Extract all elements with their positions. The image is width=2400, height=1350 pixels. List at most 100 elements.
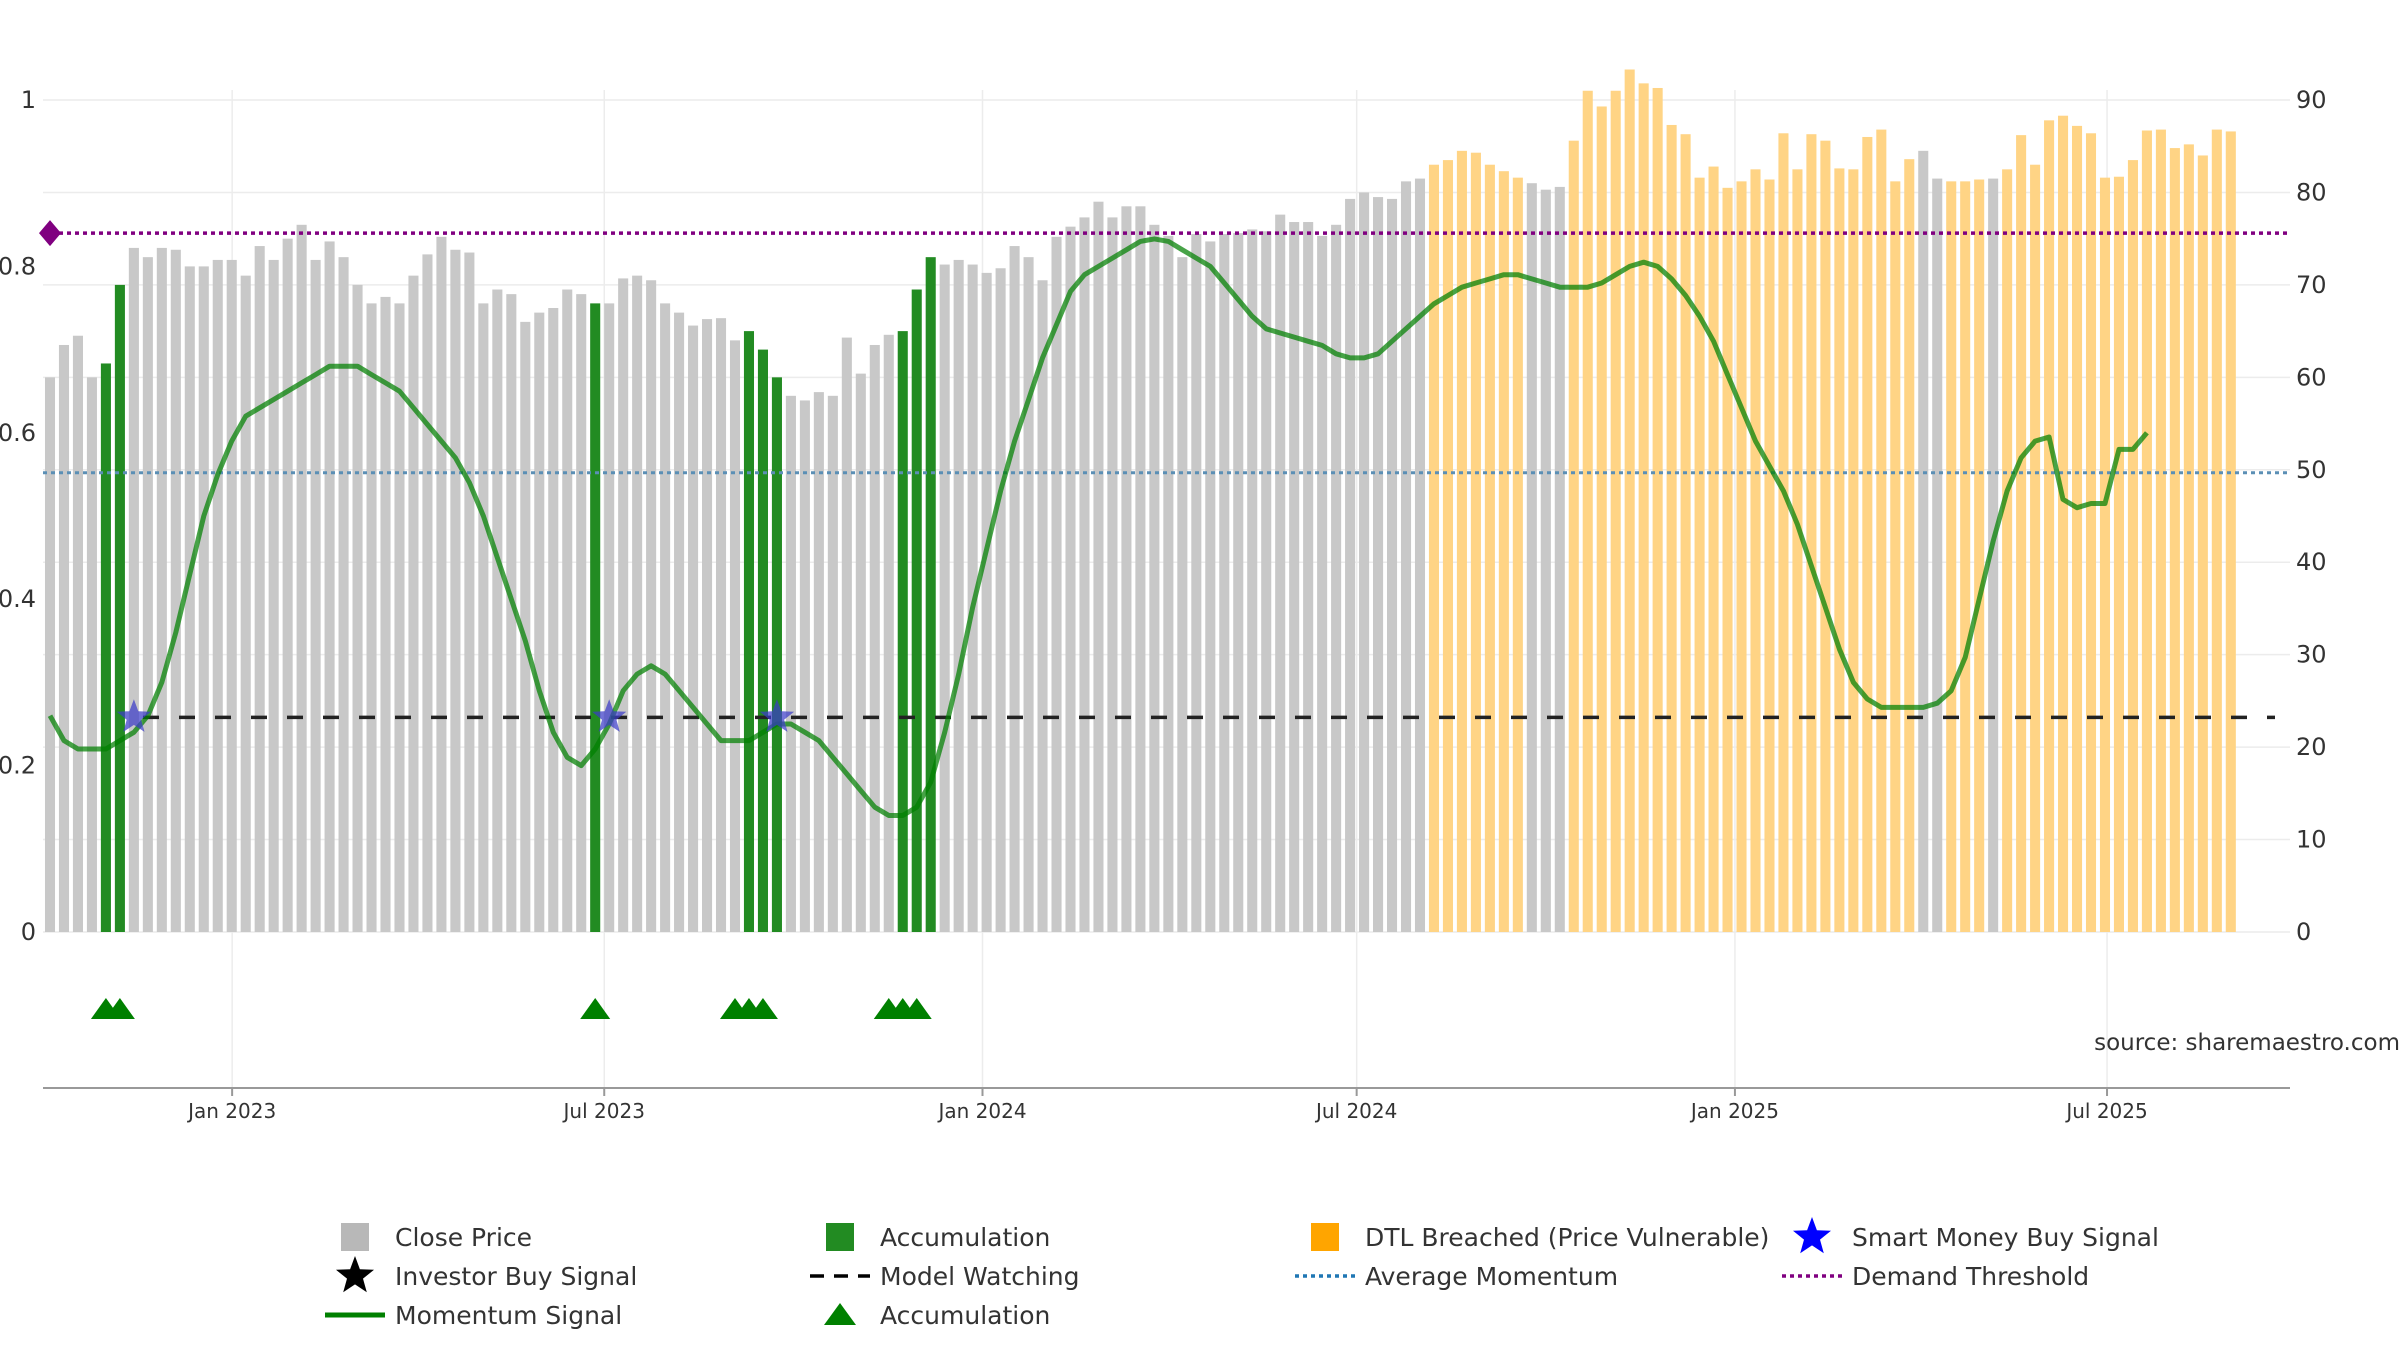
legend-label: Accumulation <box>880 1301 1050 1330</box>
accumulation-bar <box>590 303 601 932</box>
close-price-bar <box>674 312 685 933</box>
accumulation-bar <box>743 331 755 933</box>
legend-item: Smart Money Buy Signal <box>1793 1217 2159 1254</box>
close-price-bar <box>1289 222 1300 932</box>
close-price-bar <box>170 249 181 932</box>
dtl-breached-bar <box>2169 148 2180 932</box>
y-left-tick-label: 0.4 <box>0 585 36 613</box>
close-price-bar <box>58 344 70 932</box>
legend-label: Smart Money Buy Signal <box>1852 1223 2159 1252</box>
close-price-bar <box>282 238 293 932</box>
y-right-tick-label: 80 <box>2296 178 2327 206</box>
accumulation-bar <box>771 377 782 932</box>
dtl-breached-bar <box>1638 83 1649 933</box>
accumulation-bar <box>925 257 936 933</box>
dtl-breached-bar <box>2016 135 2027 932</box>
dtl-breached-bar <box>1498 171 1509 932</box>
close-price-bar <box>338 257 349 933</box>
close-price-bar <box>268 259 279 932</box>
close-price-bar <box>226 259 237 932</box>
dtl-breached-bar <box>1778 133 1789 932</box>
close-price-bar <box>478 303 489 932</box>
close-price-bar <box>1932 178 1943 933</box>
close-price-bar <box>883 334 894 932</box>
dtl-breached-bar <box>1764 179 1775 933</box>
signal-markers <box>90 699 932 1019</box>
close-price-bar <box>1317 235 1328 933</box>
dtl-breached-bar <box>1610 90 1621 932</box>
close-price-bar <box>352 284 363 932</box>
x-tick-label: Jul 2025 <box>2064 1099 2147 1123</box>
y-right-tick-label: 70 <box>2296 271 2327 299</box>
y-right-tick-label: 20 <box>2296 733 2327 761</box>
close-price-bar <box>198 266 209 932</box>
y-right-tick-label: 0 <box>2296 918 2311 946</box>
close-price-bar <box>618 278 629 932</box>
legend-label: DTL Breached (Price Vulnerable) <box>1365 1223 1769 1252</box>
accumulation-bar <box>897 331 908 933</box>
close-price-bar <box>380 296 391 932</box>
close-price-bar <box>156 247 167 932</box>
dtl-breached-bar <box>2155 129 2166 933</box>
close-price-bar <box>212 259 223 932</box>
legend-swatch-square <box>1311 1223 1339 1251</box>
close-price-bar <box>576 294 587 933</box>
close-price-bar <box>1135 206 1146 933</box>
close-price-bar <box>953 259 964 932</box>
close-price-bar <box>1331 224 1342 933</box>
smart-money-buy-star <box>592 699 627 732</box>
x-tick-label: Jul 2023 <box>562 1099 645 1123</box>
close-price-bar <box>1177 257 1188 933</box>
close-price-bar <box>1233 233 1244 932</box>
close-price-bar <box>715 318 727 932</box>
legend-item: DTL Breached (Price Vulnerable) <box>1311 1223 1769 1252</box>
close-price-bar <box>366 303 377 932</box>
dtl-breached-bar <box>1666 124 1677 932</box>
legend-item: Momentum Signal <box>325 1301 622 1330</box>
accumulation-triangle <box>747 998 778 1019</box>
close-price-bar <box>436 236 447 933</box>
close-price-bar <box>422 254 433 933</box>
dtl-breached-bar <box>1456 150 1467 932</box>
legend-swatch-triangle <box>824 1303 856 1325</box>
legend-label: Demand Threshold <box>1852 1262 2089 1291</box>
dtl-breached-bar <box>1694 177 1705 933</box>
close-price-bar <box>1918 150 1929 932</box>
close-price-bar <box>86 377 97 932</box>
close-price-bar <box>44 377 56 932</box>
y-right-tick-label: 90 <box>2296 86 2327 114</box>
close-price-bar <box>688 325 699 932</box>
dtl-breached-bar <box>2127 160 2138 933</box>
dtl-breached-bar <box>1904 159 1915 933</box>
y-left-tick-label: 0.2 <box>0 752 36 780</box>
legend-label: Close Price <box>395 1223 532 1252</box>
dtl-breached-bar <box>2211 129 2222 933</box>
dtl-breached-bar <box>1834 168 1845 933</box>
legend-label: Investor Buy Signal <box>395 1262 637 1291</box>
dtl-breached-bar <box>2225 131 2236 933</box>
dtl-breached-bar <box>1890 181 1901 933</box>
close-price-bar <box>1400 181 1412 933</box>
accumulation-bar <box>114 284 125 932</box>
close-price-bar <box>450 249 461 932</box>
close-price-bar <box>1065 226 1076 932</box>
accumulation-triangle <box>580 998 611 1019</box>
x-tick-label: Jan 2023 <box>186 1099 276 1123</box>
demand-threshold-marker <box>39 220 61 247</box>
dtl-breached-bar <box>1582 90 1593 932</box>
close-price-bar <box>1988 178 1999 933</box>
dtl-breached-bar <box>1722 187 1733 933</box>
close-price-bar <box>240 275 251 933</box>
close-price-bar <box>1107 217 1118 933</box>
close-price-bar <box>1121 206 1132 933</box>
close-price-bar <box>506 294 517 933</box>
x-tick-label: Jan 2025 <box>1689 1099 1779 1123</box>
dtl-breached-bar <box>1428 164 1440 932</box>
close-price-bar <box>1023 257 1034 933</box>
close-price-bar <box>72 335 83 932</box>
close-price-bar <box>1359 192 1370 932</box>
legend-item: Model Watching <box>810 1262 1080 1291</box>
legend-item: Accumulation <box>824 1301 1050 1330</box>
dtl-breached-bar <box>1974 179 1985 933</box>
